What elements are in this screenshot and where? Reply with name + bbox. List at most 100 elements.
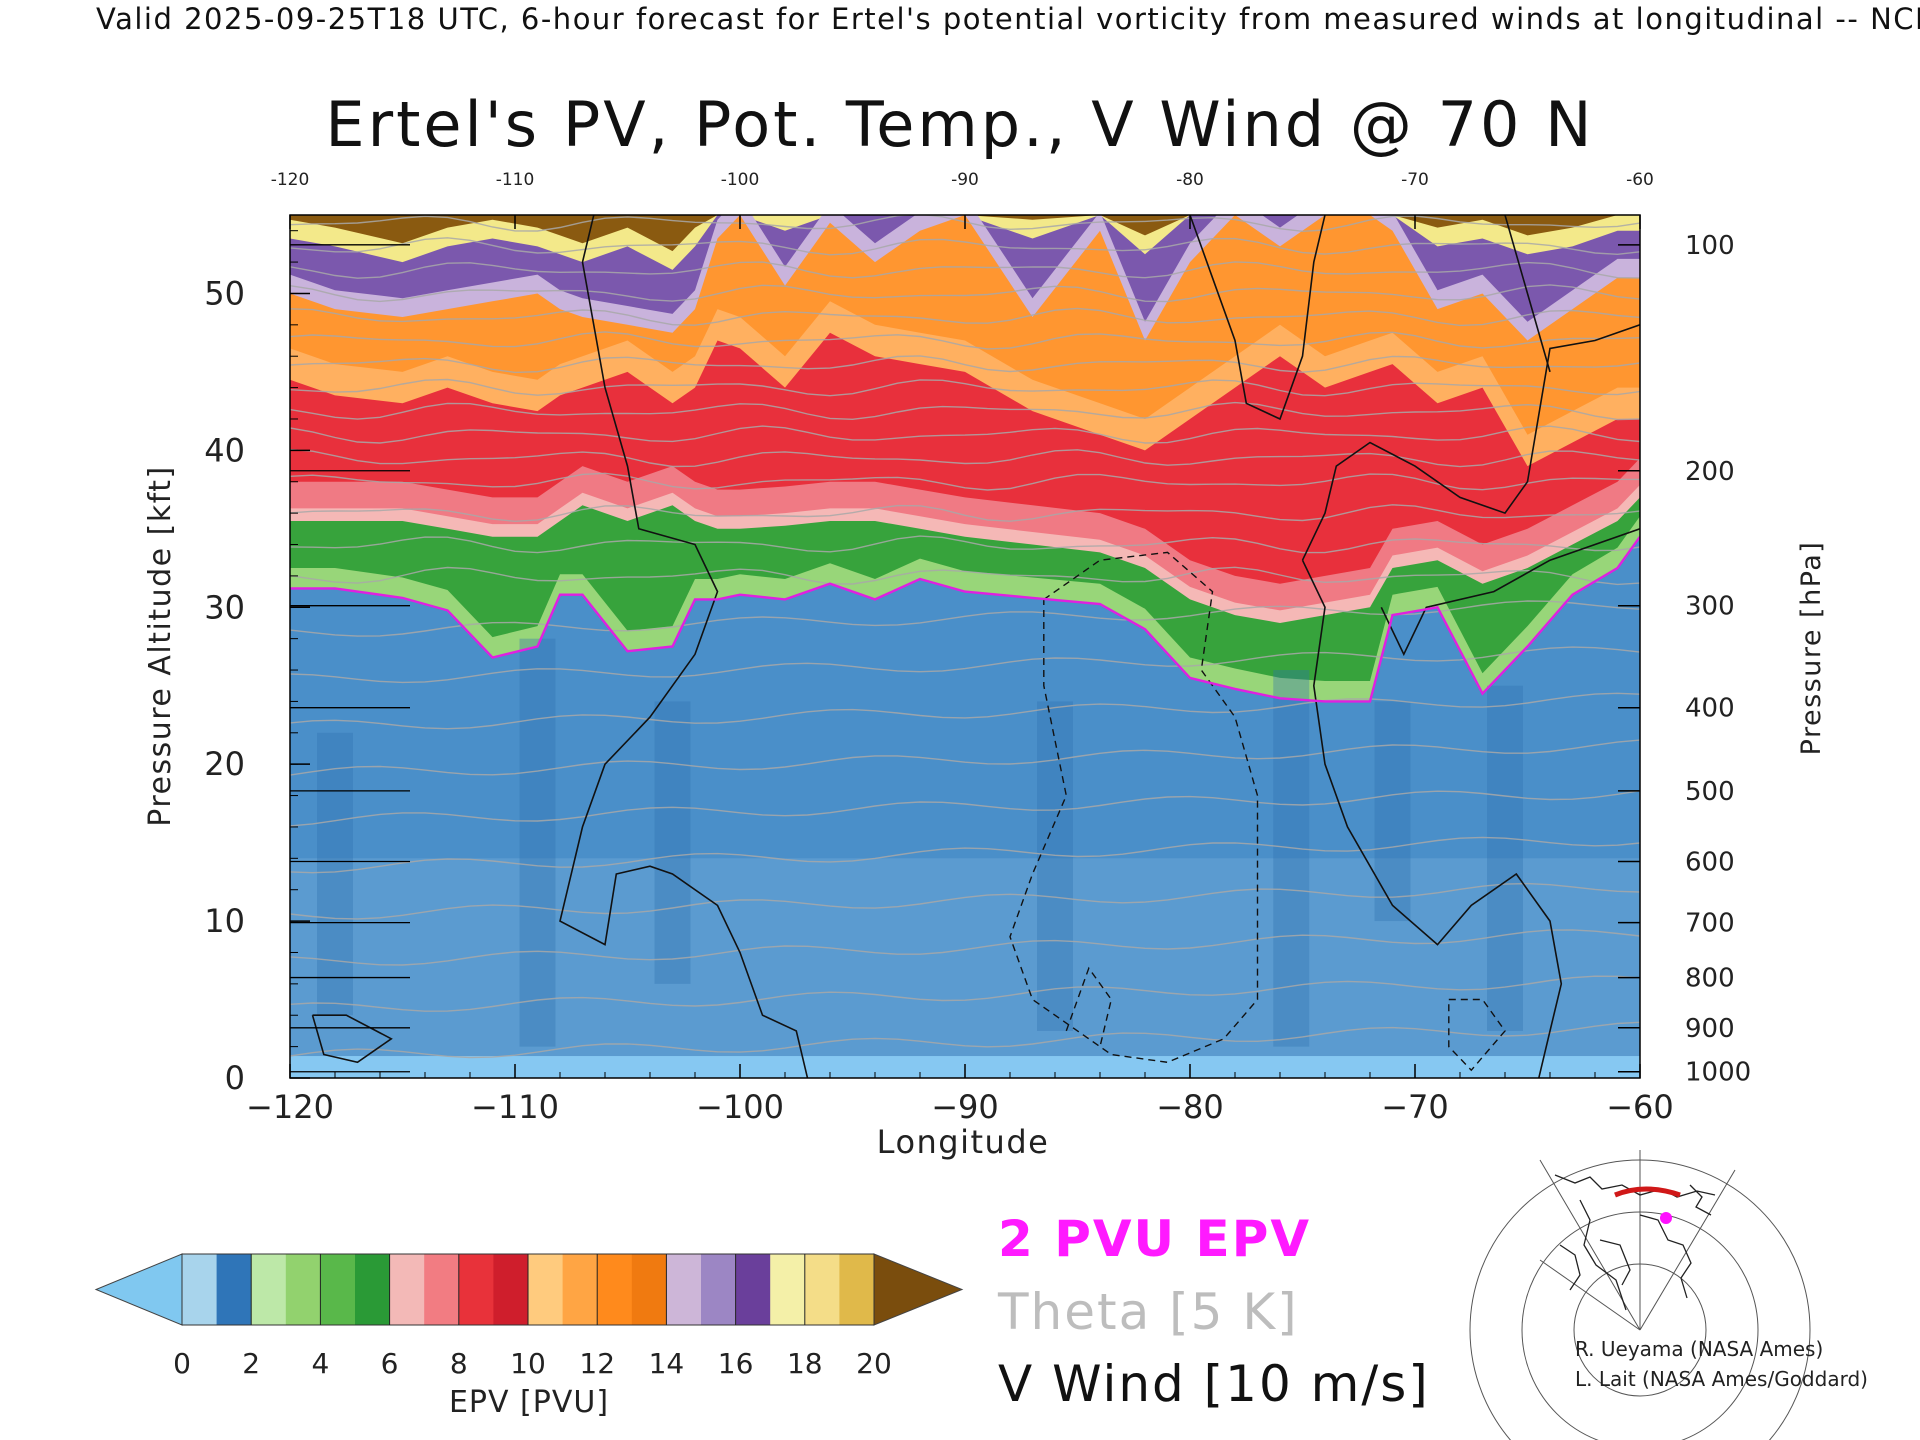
colorbar-swatch [216, 1254, 252, 1325]
theta-contour [290, 692, 1640, 730]
colorbar-swatch [735, 1254, 771, 1325]
theta-contour [290, 401, 1640, 421]
colorbar-under-arrow [94, 1253, 183, 1326]
colorbar-swatch [251, 1254, 287, 1325]
colorbar-tick-label: 2 [242, 1347, 260, 1380]
theta-contour [290, 929, 1640, 966]
x-tick-label: −110 [471, 1088, 559, 1126]
y2-tick-label: 700 [1685, 909, 1735, 939]
epv-field [290, 215, 1640, 1078]
theta-contour [290, 1021, 1640, 1059]
v-wind-contour-negative [1065, 966, 1113, 1047]
theta-contour [290, 331, 1640, 350]
colorbar-tick-label: 20 [856, 1347, 892, 1380]
theta-contour [290, 790, 1640, 827]
x-axis-label: Longitude [877, 1123, 1050, 1161]
map-meridian [1639, 1169, 1736, 1331]
x-tick-label: −80 [1156, 1088, 1224, 1126]
x-tick-label: −70 [1381, 1088, 1449, 1126]
v-wind-contour-negative [1009, 551, 1259, 1064]
epv-streak [317, 732, 353, 1016]
y2-tick-label: 900 [1685, 1014, 1735, 1044]
credits: R. Ueyama (NASA Ames) L. Lait (NASA Ames… [1575, 1334, 1868, 1394]
theta-contour [290, 355, 1640, 374]
colorbar-swatch [285, 1254, 321, 1325]
colorbar-swatch [355, 1254, 391, 1325]
y2-tick-label: 400 [1685, 694, 1735, 724]
theta-contour [290, 448, 1640, 468]
credit-line-1: R. Ueyama (NASA Ames) [1575, 1337, 1824, 1361]
map-cross-section-line [1614, 1186, 1681, 1198]
colorbar-tick-label: 8 [450, 1347, 468, 1380]
colorbar-swatch [770, 1254, 806, 1325]
colorbar-tick-label: 14 [649, 1347, 685, 1380]
y-tick-label: 50 [204, 274, 245, 312]
colorbar-swatch [493, 1254, 529, 1325]
axes: −120 -120 −110 -110 −100 -100 −90 -90 −80 -80 −70 -… [204, 170, 1751, 1126]
colorbar-tick-label: 0 [173, 1347, 191, 1380]
theta-contour [290, 646, 1640, 684]
x-tick-label-top: -120 [271, 170, 310, 190]
theta-contour [290, 378, 1640, 397]
colorbar-swatch [666, 1254, 702, 1325]
theta-contour [290, 261, 1640, 279]
x-tick-label: −120 [246, 1088, 334, 1126]
colorbar-swatch [389, 1254, 425, 1325]
colorbar-swatch [631, 1254, 667, 1325]
theta-contour [290, 739, 1640, 776]
theta-contour [290, 237, 1640, 256]
epv-streak [519, 638, 556, 1047]
theta-contour [290, 307, 1640, 327]
y-axis-label: Pressure Altitude [kft] [143, 465, 178, 826]
y2-tick-label: 1000 [1685, 1058, 1751, 1088]
legend-wind-label: V Wind [10 m/s] [998, 1355, 1430, 1413]
x-tick-label-top: -70 [1401, 170, 1429, 190]
x-tick-label: −60 [1606, 1088, 1674, 1126]
colorbar-tick-label: 4 [311, 1347, 329, 1380]
legend-pv2: 2 PVU EPV [998, 1210, 1311, 1268]
colorbar-tick-label: 18 [787, 1347, 823, 1380]
theta-contour [290, 600, 1640, 637]
colorbar-tick-label: 6 [381, 1347, 399, 1380]
y-tick-label: 20 [204, 745, 245, 783]
y-tick-label: 40 [204, 431, 245, 469]
map-location-marker [1660, 1212, 1672, 1224]
map-meridian [1539, 1259, 1641, 1331]
y2-tick-label: 200 [1685, 457, 1735, 487]
y-tick-label: 30 [204, 588, 245, 626]
colorbar-swatch [182, 1254, 218, 1325]
y2-axis-label: Pressure [hPa] [1796, 541, 1827, 756]
colorbar-swatch [701, 1254, 737, 1325]
legend-pv2-label: 2 PVU EPV [998, 1210, 1312, 1268]
y2-tick-label: 300 [1685, 592, 1735, 622]
v-wind-contour [1504, 215, 1551, 373]
v-wind-contour-negative [1448, 998, 1506, 1072]
x-tick-label-top: -110 [496, 170, 535, 190]
theta-contour [290, 975, 1640, 1012]
y-tick-label: 0 [225, 1059, 245, 1097]
colorbar-swatch [458, 1254, 494, 1325]
x-tick-label-top: -80 [1176, 170, 1204, 190]
epv-streak [654, 701, 691, 984]
y2-tick-label: 600 [1685, 847, 1735, 877]
colorbar-swatch [528, 1254, 564, 1325]
colorbar-swatch [597, 1254, 633, 1325]
theta-contour [290, 882, 1640, 920]
legend-theta-label: Theta [5 K] [998, 1283, 1299, 1341]
colorbar-swatch [562, 1254, 598, 1325]
y2-tick-label: 100 [1685, 231, 1735, 261]
epv-streak [1273, 670, 1310, 1047]
v-wind-contour [311, 1014, 393, 1064]
theta-contour [290, 284, 1640, 303]
epv-streak [1037, 701, 1073, 1031]
credit-line-2: L. Lait (NASA Ames/Goddard) [1575, 1367, 1868, 1391]
colorbar-tick-label: 12 [579, 1347, 615, 1380]
theta-contour [290, 425, 1640, 444]
x-tick-label: −90 [931, 1088, 999, 1126]
theta-contour [290, 472, 1640, 491]
y-tick-label: 10 [204, 902, 245, 940]
theta-contour [290, 504, 1640, 523]
y2-tick-label: 800 [1685, 964, 1735, 994]
theta-contour [290, 566, 1640, 586]
